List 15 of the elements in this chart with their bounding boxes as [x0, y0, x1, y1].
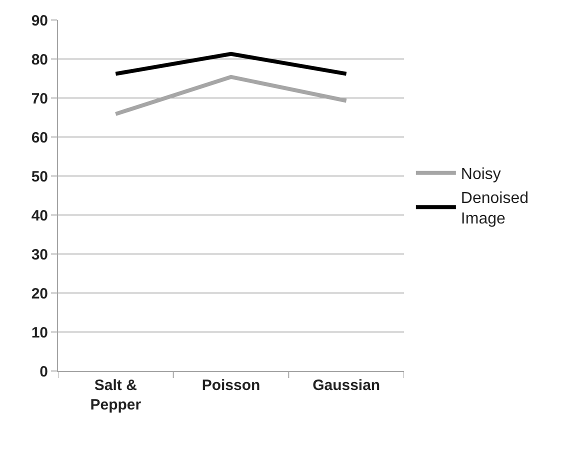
- y-tick-label: 0: [40, 363, 48, 380]
- y-tick-label: 50: [31, 168, 48, 186]
- y-tick-label: 10: [31, 324, 48, 342]
- y-tick-label: 80: [31, 51, 48, 68]
- legend-label: Noisy: [460, 166, 501, 184]
- legend-label: Denoised Image: [460, 190, 529, 228]
- y-tick-label: 40: [31, 207, 48, 224]
- y-tick-label: 90: [31, 12, 48, 30]
- y-tick-label: 70: [31, 90, 48, 108]
- y-tick-label: 60: [31, 129, 48, 146]
- y-tick-label: 30: [31, 246, 48, 264]
- y-tick-label: 20: [31, 285, 48, 302]
- x-tick-label: Gaussian: [312, 377, 380, 394]
- x-tick-label: Poisson: [202, 377, 260, 394]
- x-tick-label: Salt & Pepper: [90, 377, 142, 414]
